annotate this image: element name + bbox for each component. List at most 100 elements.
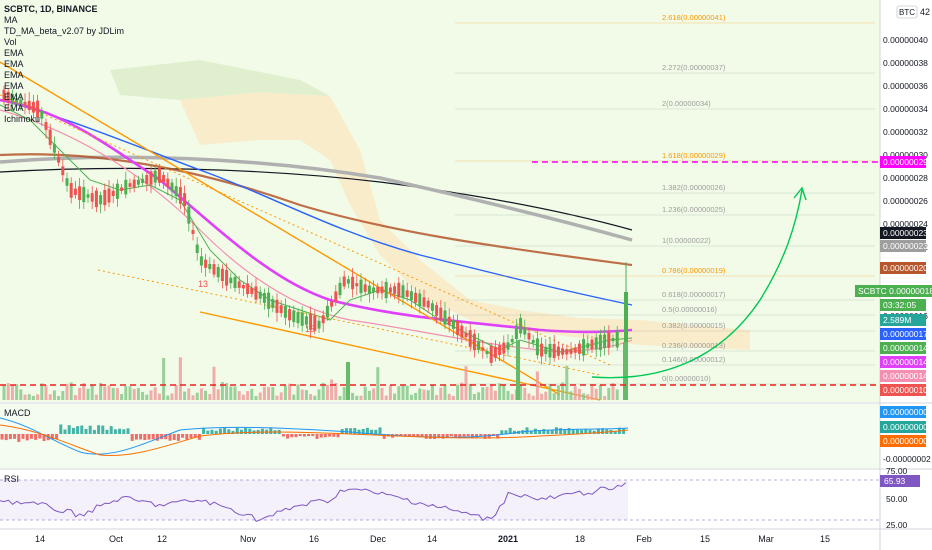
td-13-label: 13 <box>198 279 208 289</box>
candle <box>481 347 485 351</box>
macd-bar <box>311 434 315 437</box>
volume-bar <box>330 379 334 400</box>
macd-bar <box>143 434 147 440</box>
fib-retracement[interactable]: 2.618(0.00000041) 2.272(0.00000037) 2(0.00… <box>455 13 875 385</box>
candle <box>187 206 191 224</box>
candle <box>552 343 556 358</box>
candle <box>380 286 384 294</box>
candle <box>309 313 313 330</box>
macd-bar <box>76 426 80 434</box>
candle <box>229 277 233 284</box>
macd-bar <box>533 428 537 434</box>
price-badge-bg <box>880 156 926 168</box>
candle <box>506 342 510 350</box>
macd-bar <box>323 434 327 438</box>
volume-bar <box>170 393 174 400</box>
candle <box>220 268 224 282</box>
macd-bar <box>105 429 109 434</box>
volume-bar <box>107 385 111 400</box>
macd-bar <box>298 434 302 437</box>
candle <box>141 178 145 183</box>
volume-bar <box>393 393 397 400</box>
time-label: 18 <box>575 534 585 544</box>
candle <box>502 342 506 354</box>
macd-bar <box>244 427 248 434</box>
indicator-vol[interactable]: Vol <box>4 37 17 47</box>
volume-bar <box>418 388 422 400</box>
macd-bar <box>206 430 210 434</box>
time-label: Feb <box>636 534 652 544</box>
projection-arrow[interactable] <box>591 189 803 379</box>
candle <box>548 343 552 358</box>
last-candle <box>624 292 628 344</box>
volume-bar <box>460 382 464 400</box>
macd-bar <box>286 434 290 439</box>
volume-bar <box>384 395 388 400</box>
candle <box>464 332 468 338</box>
candle <box>372 287 376 293</box>
volume-bar <box>623 342 628 400</box>
macd-bar <box>218 428 222 434</box>
indicator-ema[interactable]: EMA <box>4 92 24 102</box>
price-badge: 0.00000023 <box>883 241 928 251</box>
macd-bar <box>416 434 420 437</box>
candle <box>363 284 367 292</box>
td-13-label: 13 <box>305 324 315 334</box>
volume-bar <box>94 394 98 400</box>
indicator-ichimoku[interactable]: Ichimoku <box>4 114 41 124</box>
indicator-td-ma[interactable]: TD_MA_beta_v2.07 by JDLim <box>4 26 125 36</box>
volume-bar <box>313 395 317 400</box>
candle <box>519 317 523 334</box>
volume-bar <box>548 384 552 400</box>
candle <box>271 299 275 308</box>
macd-bar <box>407 434 411 437</box>
symbol-title[interactable]: SCBTC, 1D, BINANCE <box>4 4 98 14</box>
indicator-ma[interactable]: MA <box>4 15 18 25</box>
candle <box>254 286 258 300</box>
price-axis[interactable]: 0.00000040 0.00000038 0.00000036 0.00000034… <box>883 35 928 321</box>
macd-badge: 0.00000000 <box>883 422 928 432</box>
macd-bar <box>428 434 432 439</box>
indicator-ema[interactable]: EMA <box>4 103 24 113</box>
volume-bar <box>590 385 594 400</box>
candle <box>334 291 338 302</box>
volume-bar <box>372 388 376 400</box>
volume-bar <box>275 395 279 400</box>
indicator-ema[interactable]: EMA <box>4 59 24 69</box>
volume-bar <box>40 383 44 400</box>
macd-bar <box>29 434 33 439</box>
price-badge-bg <box>880 328 926 340</box>
channel-top-dotted <box>0 94 611 366</box>
volume-bar <box>174 384 178 400</box>
macd-bar <box>97 425 101 434</box>
price-badge: 0.00000029 <box>883 157 928 167</box>
candle <box>275 299 279 313</box>
rsi-label[interactable]: RSI <box>4 474 20 484</box>
macd-label[interactable]: MACD <box>4 408 31 418</box>
indicator-legend: SCBTC, 1D, BINANCE MA TD_MA_beta_v2.07 b… <box>4 4 124 125</box>
time-axis[interactable]: 14 Oct 12 Nov 16 Dec 14 2021 18 Feb 15 Mar 15 <box>35 534 830 544</box>
volume-bar <box>300 389 304 400</box>
candle <box>330 301 334 307</box>
macd-bar <box>538 430 542 434</box>
candle <box>90 193 94 202</box>
macd-bar <box>155 434 159 441</box>
candle <box>489 345 493 363</box>
macd-bar <box>319 434 323 438</box>
volume-bar <box>124 386 128 400</box>
fib-label: 0.618(0.00000017) <box>662 290 726 299</box>
candle <box>216 267 220 278</box>
volume-bar <box>569 391 573 400</box>
indicator-ema[interactable]: EMA <box>4 81 24 91</box>
indicator-ema[interactable]: EMA <box>4 48 24 58</box>
volume-bar <box>380 387 384 400</box>
indicator-ema[interactable]: EMA <box>4 70 24 80</box>
macd-badge-bg <box>880 406 926 418</box>
volume-bar <box>254 395 258 400</box>
macd-bar <box>365 427 369 434</box>
macd-bar <box>4 434 8 441</box>
macd-bar <box>349 428 353 434</box>
volume-bar <box>216 389 220 400</box>
volume-bar <box>477 392 481 400</box>
